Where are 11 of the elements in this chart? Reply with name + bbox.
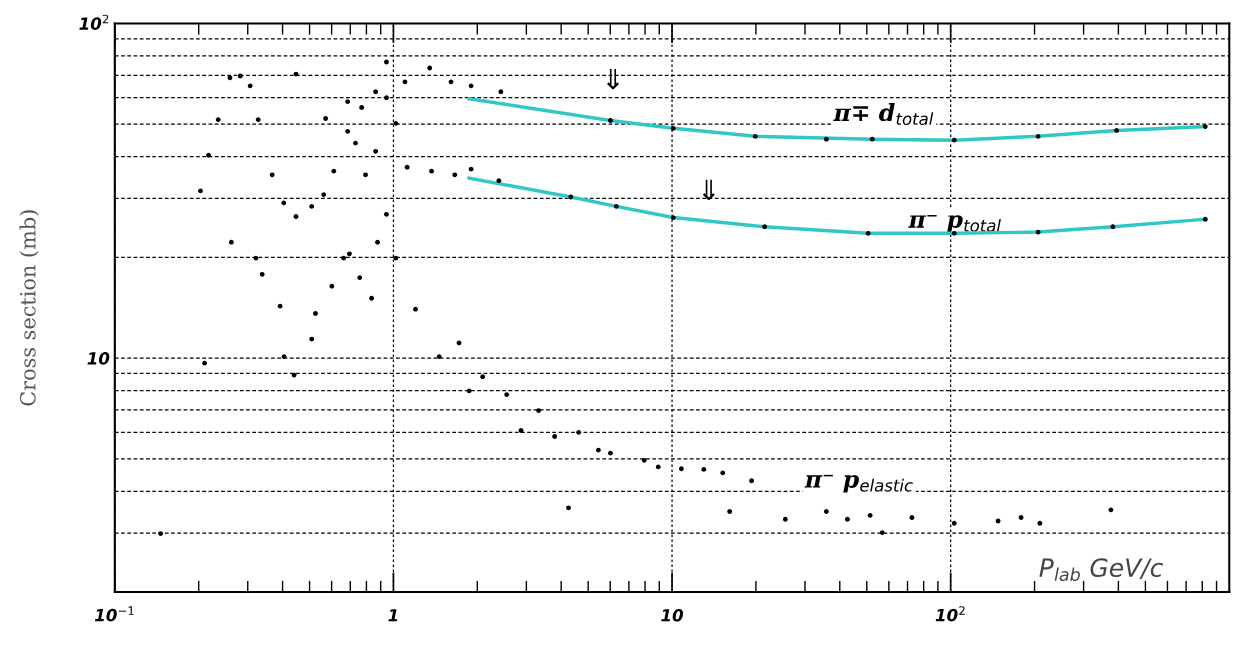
series-label: π⁻ p$_{total}$ (908, 215, 1001, 233)
x-tick-label: 1 (388, 609, 398, 622)
x-axis-title: P$_{lab}$ GeV/c (1039, 558, 1164, 582)
y-axis-title: Cross section (mb) (19, 210, 39, 406)
x-tick-label: 10$^{2}$ (935, 606, 965, 622)
annotation: ⇓ (702, 179, 715, 201)
series-label: π⁻ p$_{elastic}$ (804, 474, 913, 493)
x-tick-label: 10 (661, 608, 684, 622)
x-tick-label: 10$^{−1}$ (94, 606, 134, 622)
series-label: π∓ d$_{total}$ (833, 103, 934, 126)
annotation: ⇓ (607, 68, 619, 90)
